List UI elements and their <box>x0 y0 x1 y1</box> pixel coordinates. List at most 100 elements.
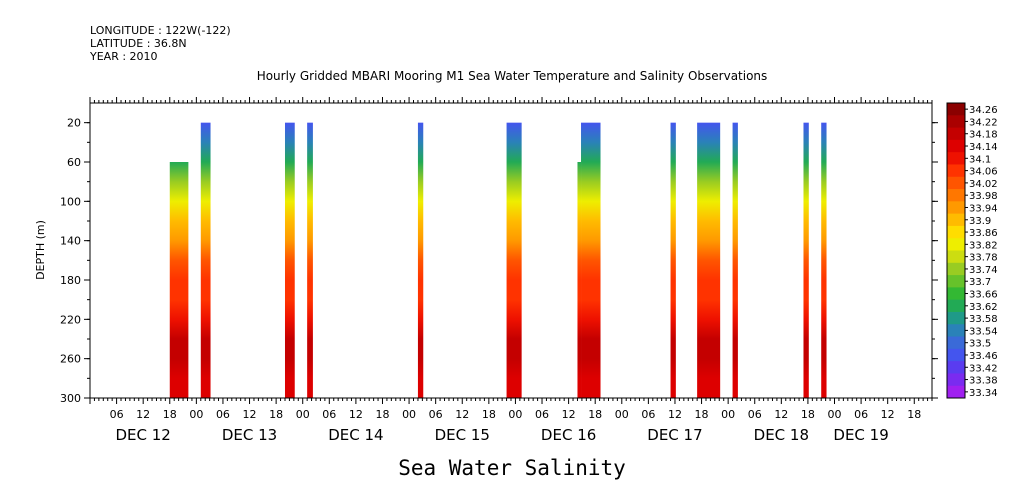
colorbar-swatch <box>947 139 965 153</box>
data-column <box>581 122 601 399</box>
x-tick-label: 18 <box>375 408 389 421</box>
y-tick-label: 260 <box>60 353 81 366</box>
x-tick-label: 00 <box>828 408 842 421</box>
x-tick-label: 18 <box>695 408 709 421</box>
colorbar-label: 33.34 <box>969 388 998 399</box>
colorbar-swatch <box>947 164 965 178</box>
y-tick-label: 140 <box>60 235 81 248</box>
x-tick-label: 06 <box>429 408 443 421</box>
colorbar-label: 33.98 <box>969 191 998 202</box>
data-column <box>169 162 189 398</box>
colorbar-swatch <box>947 324 965 338</box>
y-tick-label: 100 <box>60 195 81 208</box>
y-tick-label: 180 <box>60 274 81 287</box>
x-tick-label: 06 <box>748 408 762 421</box>
colorbar-label: 34.06 <box>969 167 998 178</box>
y-axis: 20 60 100 140 180 220 260 300 <box>60 117 938 405</box>
x-day-label: DEC 19 <box>833 426 888 444</box>
x-day-label: DEC 18 <box>754 426 809 444</box>
x-tick-label: 06 <box>322 408 336 421</box>
colorbar-swatch <box>947 287 965 301</box>
x-tick-label: 12 <box>349 408 363 421</box>
data-columns <box>169 122 827 399</box>
latitude-label: LATITUDE : 36.8N <box>90 37 187 50</box>
x-tick-label: 00 <box>721 408 735 421</box>
colorbar-swatch <box>947 385 965 399</box>
x-tick-label: 12 <box>668 408 682 421</box>
data-column <box>506 122 522 399</box>
colorbar-label: 33.94 <box>969 203 998 214</box>
colorbar-swatch <box>947 348 965 362</box>
colorbar-label: 33.46 <box>969 351 998 362</box>
colorbar-swatch <box>947 311 965 325</box>
y-tick-label: 220 <box>60 313 81 326</box>
colorbar-swatch <box>947 115 965 129</box>
data-column <box>697 122 721 399</box>
colorbar-label: 33.42 <box>969 363 998 374</box>
colorbar-swatch <box>947 299 965 313</box>
y-tick-label: 300 <box>60 392 81 405</box>
colorbar-label: 34.02 <box>969 179 998 190</box>
colorbar-swatch <box>947 213 965 227</box>
colorbar-label: 34.26 <box>969 105 998 116</box>
data-column <box>417 122 424 399</box>
x-tick-label: 12 <box>881 408 895 421</box>
colorbar-swatch <box>947 336 965 350</box>
x-tick-label: 12 <box>455 408 469 421</box>
x-tick-label: 00 <box>296 408 310 421</box>
x-day-label: DEC 13 <box>222 426 277 444</box>
x-tick-label: 06 <box>110 408 124 421</box>
data-column <box>803 122 809 399</box>
colorbar: 34.2634.2234.1834.1434.134.0634.0233.983… <box>946 102 998 399</box>
colorbar-swatch <box>947 201 965 215</box>
x-tick-label: 18 <box>482 408 496 421</box>
colorbar-label: 33.5 <box>969 339 991 350</box>
data-column <box>732 122 738 399</box>
colorbar-swatch <box>947 127 965 141</box>
colorbar-label: 34.22 <box>969 117 998 128</box>
colorbar-swatch <box>947 238 965 251</box>
data-column <box>577 162 582 398</box>
y-axis-label: DEPTH (m) <box>34 220 47 280</box>
colorbar-label: 34.18 <box>969 130 998 141</box>
x-tick-label: 18 <box>588 408 602 421</box>
year-label: YEAR : 2010 <box>89 50 158 63</box>
colorbar-label: 33.54 <box>969 326 998 337</box>
x-tick-label: 12 <box>243 408 257 421</box>
colorbar-swatch <box>947 225 965 239</box>
x-tick-label: 06 <box>535 408 549 421</box>
colorbar-swatch <box>947 250 965 264</box>
x-axis: 06 12 18 00 06 12 18 00 06 12 18 00 06 12 18 00 06 12 18 00… <box>89 97 933 444</box>
colorbar-swatch <box>947 189 965 202</box>
x-tick-label: 18 <box>163 408 177 421</box>
x-tick-label: 12 <box>136 408 150 421</box>
data-column <box>200 122 211 399</box>
x-tick-label: 12 <box>774 408 788 421</box>
data-column <box>821 122 827 399</box>
colorbar-label: 33.82 <box>969 240 998 251</box>
x-tick-label: 00 <box>615 408 629 421</box>
x-tick-label: 06 <box>216 408 230 421</box>
data-column <box>670 122 676 399</box>
colorbar-label: 33.86 <box>969 228 998 239</box>
colorbar-label: 33.58 <box>969 314 998 325</box>
colorbar-label: 34.14 <box>969 142 998 153</box>
colorbar-swatch <box>947 275 965 288</box>
colorbar-label: 33.74 <box>969 265 998 276</box>
colorbar-swatch <box>947 361 965 374</box>
longitude-label: LONGITUDE : 122W(-122) <box>90 24 231 37</box>
colorbar-swatch <box>947 152 965 165</box>
chart-title: Hourly Gridded MBARI Mooring M1 Sea Wate… <box>257 69 768 83</box>
x-tick-label: 18 <box>801 408 815 421</box>
x-tick-label: 00 <box>189 408 203 421</box>
x-tick-label: 06 <box>641 408 655 421</box>
data-column <box>284 122 295 399</box>
colorbar-label: 33.7 <box>969 277 991 288</box>
x-day-label: DEC 14 <box>328 426 383 444</box>
y-tick-label: 20 <box>67 117 81 130</box>
colorbar-swatch <box>947 373 965 387</box>
x-tick-label: 18 <box>907 408 921 421</box>
data-column <box>307 122 313 399</box>
x-tick-label: 00 <box>402 408 416 421</box>
